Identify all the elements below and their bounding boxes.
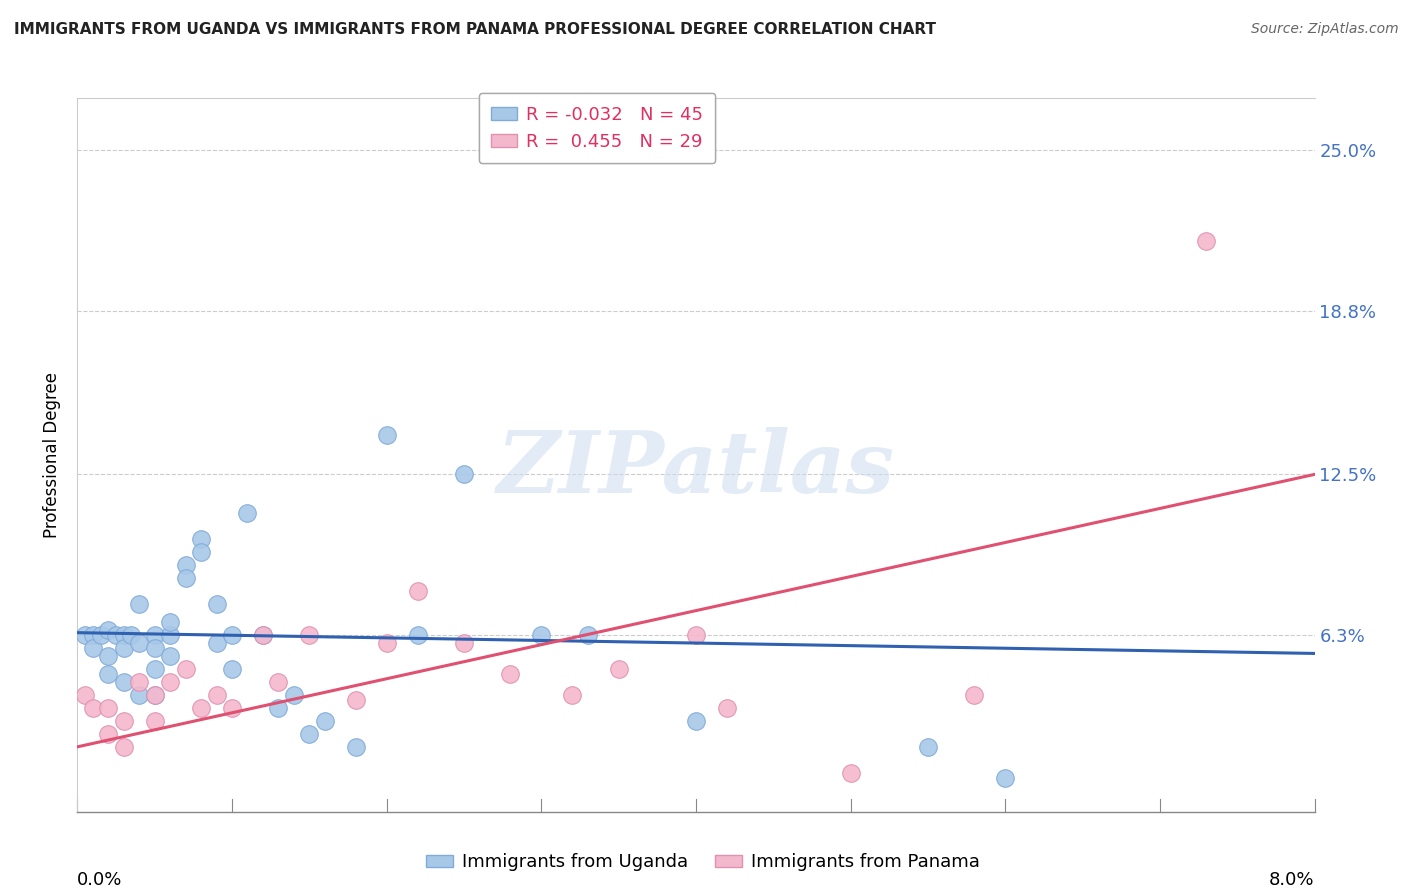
Point: [105, 628, 127, 642]
Point: [159, 648, 181, 663]
Point: [221, 628, 243, 642]
Text: ZIPatlas: ZIPatlas: [496, 427, 896, 511]
Point: [143, 688, 166, 702]
Point: [97, 648, 120, 663]
Legend: Immigrants from Uganda, Immigrants from Panama: Immigrants from Uganda, Immigrants from …: [419, 847, 987, 879]
Point: [344, 693, 367, 707]
Point: [112, 641, 135, 656]
Point: [82, 628, 104, 642]
Point: [128, 636, 150, 650]
Legend: R = -0.032   N = 45, R =  0.455   N = 29: R = -0.032 N = 45, R = 0.455 N = 29: [478, 93, 716, 163]
Point: [128, 597, 150, 611]
Text: 0.0%: 0.0%: [77, 871, 122, 889]
Point: [75, 688, 96, 702]
Point: [499, 667, 522, 681]
Point: [221, 701, 243, 715]
Point: [97, 727, 120, 741]
Point: [1195, 234, 1218, 248]
Point: [75, 628, 96, 642]
Point: [143, 628, 166, 642]
Point: [314, 714, 336, 728]
Point: [252, 628, 274, 642]
Point: [839, 765, 862, 780]
Point: [143, 688, 166, 702]
Point: [716, 701, 738, 715]
Point: [406, 584, 429, 599]
Point: [205, 688, 228, 702]
Point: [82, 641, 104, 656]
Point: [174, 558, 197, 573]
Point: [267, 701, 290, 715]
Point: [205, 636, 228, 650]
Point: [453, 467, 475, 482]
Point: [221, 662, 243, 676]
Point: [298, 727, 321, 741]
Point: [576, 628, 599, 642]
Text: 8.0%: 8.0%: [1270, 871, 1315, 889]
Text: IMMIGRANTS FROM UGANDA VS IMMIGRANTS FROM PANAMA PROFESSIONAL DEGREE CORRELATION: IMMIGRANTS FROM UGANDA VS IMMIGRANTS FRO…: [14, 22, 936, 37]
Point: [963, 688, 986, 702]
Point: [121, 628, 143, 642]
Point: [159, 615, 181, 630]
Point: [190, 701, 212, 715]
Point: [112, 714, 135, 728]
Point: [97, 667, 120, 681]
Point: [143, 714, 166, 728]
Point: [174, 662, 197, 676]
Point: [685, 628, 707, 642]
Point: [190, 545, 212, 559]
Point: [143, 641, 166, 656]
Point: [128, 675, 150, 690]
Point: [994, 771, 1017, 785]
Point: [174, 571, 197, 585]
Point: [82, 701, 104, 715]
Point: [453, 636, 475, 650]
Point: [97, 623, 120, 637]
Point: [190, 533, 212, 547]
Point: [344, 739, 367, 754]
Point: [267, 675, 290, 690]
Point: [205, 597, 228, 611]
Point: [159, 675, 181, 690]
Point: [685, 714, 707, 728]
Point: [298, 628, 321, 642]
Point: [128, 688, 150, 702]
Point: [236, 506, 259, 520]
Point: [375, 428, 398, 442]
Point: [159, 628, 181, 642]
Point: [607, 662, 630, 676]
Point: [252, 628, 274, 642]
Point: [143, 662, 166, 676]
Point: [112, 628, 135, 642]
Point: [283, 688, 305, 702]
Point: [917, 739, 939, 754]
Point: [112, 739, 135, 754]
Y-axis label: Professional Degree: Professional Degree: [44, 372, 62, 538]
Point: [90, 628, 112, 642]
Point: [375, 636, 398, 650]
Point: [97, 701, 120, 715]
Text: Source: ZipAtlas.com: Source: ZipAtlas.com: [1251, 22, 1399, 37]
Point: [561, 688, 583, 702]
Point: [530, 628, 553, 642]
Point: [112, 675, 135, 690]
Point: [406, 628, 429, 642]
